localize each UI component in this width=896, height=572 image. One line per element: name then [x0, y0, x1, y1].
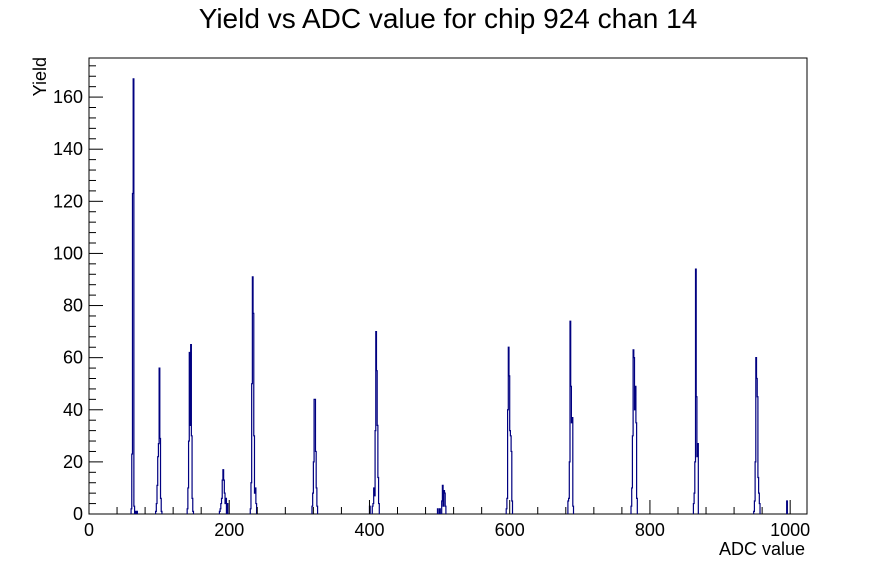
x-tick-label: 200 [214, 520, 244, 540]
plot-frame [88, 57, 808, 515]
y-tick-label: 40 [63, 400, 83, 420]
y-tick-label: 20 [63, 452, 83, 472]
plot-area: 0 200 400 600 800 1000 0 20 40 60 80 100 120 140 160 [53, 57, 810, 540]
chart-title: Yield vs ADC value for chip 924 chan 14 [199, 3, 698, 34]
x-tick-label: 1000 [770, 520, 810, 540]
y-tick-label: 0 [73, 504, 83, 524]
x-tick-label: 400 [354, 520, 384, 540]
x-axis-label: ADC value [719, 539, 805, 559]
x-tick-label: 600 [495, 520, 525, 540]
y-axis-label: Yield [30, 57, 50, 96]
y-tick-label: 100 [53, 243, 83, 263]
y-tick-label: 140 [53, 139, 83, 159]
y-tick-label: 160 [53, 87, 83, 107]
x-tick-label: 800 [635, 520, 665, 540]
x-tick-label: 0 [84, 520, 94, 540]
y-tick-label: 60 [63, 348, 83, 368]
histogram-series-line [130, 78, 788, 514]
y-tick-label: 120 [53, 191, 83, 211]
y-tick-label: 80 [63, 296, 83, 316]
